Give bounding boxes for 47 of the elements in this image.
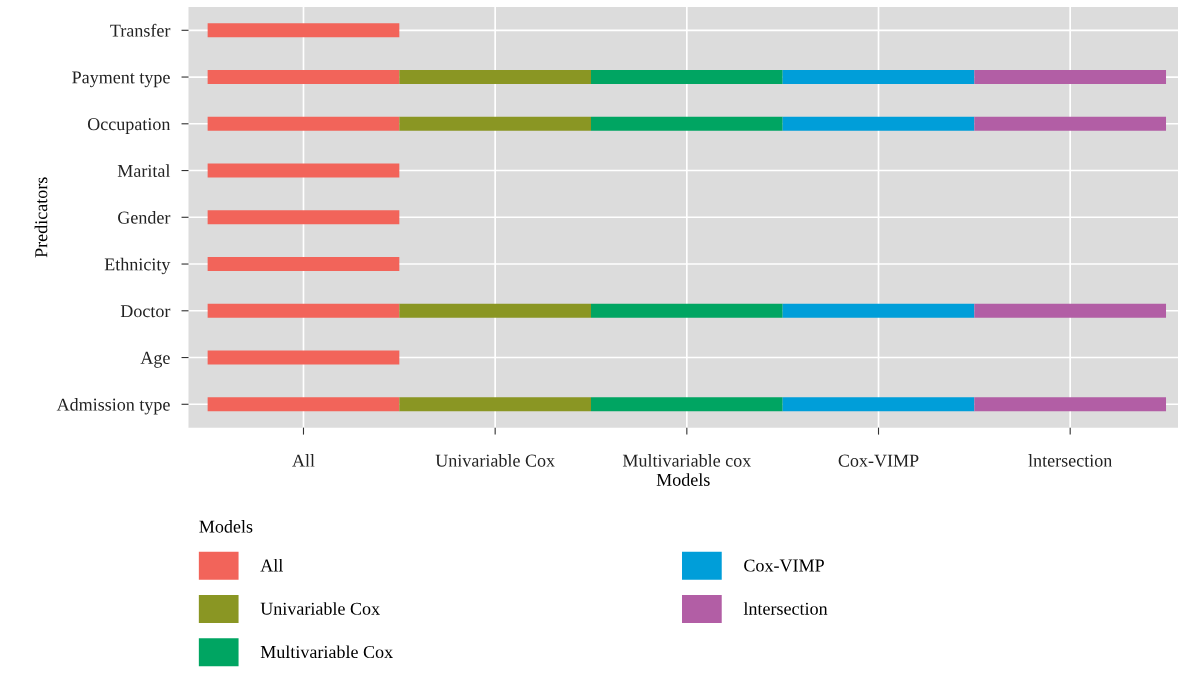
bar — [974, 303, 1167, 318]
bar — [207, 70, 400, 85]
text: Multivariable cox — [622, 454, 752, 467]
bar — [207, 397, 400, 412]
y-tick-label: Marital — [117, 164, 171, 177]
bar — [782, 70, 975, 85]
bar — [399, 303, 591, 318]
legend-label: Cox-VIMP — [744, 559, 824, 572]
y-tick-label: Gender — [118, 211, 171, 224]
bar — [974, 70, 1167, 85]
bar — [399, 116, 591, 131]
bar — [974, 397, 1167, 412]
bar — [782, 397, 975, 412]
bar — [207, 116, 400, 131]
bar — [782, 116, 975, 131]
legend-label: lntersection — [743, 602, 828, 615]
bar — [974, 116, 1167, 131]
bar — [591, 70, 783, 85]
y-tick-label: Payment type — [72, 71, 170, 88]
legend-label: Univariable Cox — [260, 602, 380, 615]
y-tick-label: Doctor — [120, 305, 171, 318]
y-tick-label: Ethnicity — [104, 257, 171, 275]
bar — [399, 397, 591, 412]
text: All — [292, 454, 315, 467]
bar — [207, 350, 400, 365]
bar — [591, 397, 783, 412]
bar — [591, 303, 783, 318]
bar — [207, 303, 400, 318]
text: Cox-VIMP — [838, 454, 919, 467]
legend-title: Models — [199, 520, 253, 533]
y-tick-label: Admission type — [56, 398, 170, 415]
bar — [207, 23, 400, 38]
legend-label: Multivariable Cox — [260, 645, 393, 659]
bar — [782, 303, 975, 318]
text: lntersection — [1028, 454, 1113, 467]
y-tick-label: Occupation — [87, 118, 171, 134]
y-tick-label: Transfer — [110, 23, 171, 37]
x-axis-title: Models — [656, 473, 710, 486]
bar — [591, 116, 783, 131]
bar — [399, 70, 591, 85]
y-tick-label: Age — [140, 351, 170, 368]
bar — [207, 257, 400, 272]
text: Univariable Cox — [435, 454, 555, 467]
legend-label: All — [260, 558, 283, 572]
y-axis-title: Predicators — [34, 177, 48, 258]
bar — [207, 163, 400, 178]
bar — [207, 210, 400, 225]
